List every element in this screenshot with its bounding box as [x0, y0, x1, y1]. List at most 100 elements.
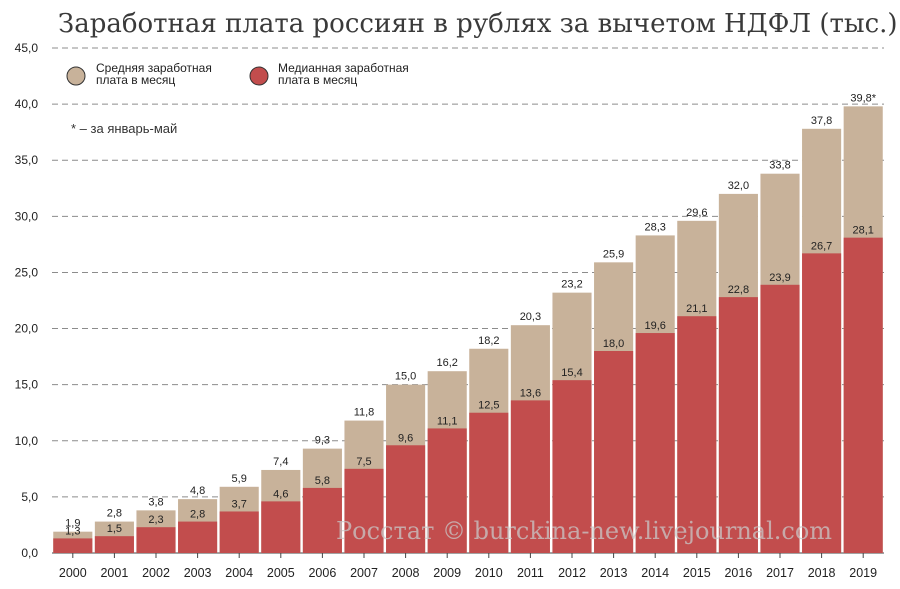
- y-tick-label: 5,0: [21, 490, 38, 504]
- x-tick-label: 2013: [600, 566, 628, 580]
- data-label-average: 20,3: [520, 311, 541, 323]
- y-tick-label: 25,0: [15, 265, 39, 279]
- data-label-median: 21,1: [686, 303, 707, 315]
- data-label-average: 23,2: [561, 279, 582, 291]
- x-tick-label: 2005: [267, 566, 295, 580]
- x-axis: 2000 2001 2002 2003 2004 2005 2006 2007 2008 2009…: [59, 553, 877, 580]
- x-tick-label: 2015: [683, 566, 711, 580]
- data-label-average: 2,8: [107, 508, 122, 520]
- x-tick-label: 2014: [641, 566, 669, 580]
- bar-median: [261, 501, 301, 553]
- bar-median: [594, 351, 634, 553]
- data-label-median: 19,6: [644, 320, 665, 332]
- legend-label: Медианная заработная: [278, 61, 409, 75]
- data-label-median: 28,1: [852, 225, 873, 237]
- bar-median: [510, 400, 550, 553]
- data-label-median: 1,5: [107, 523, 122, 535]
- bars: [53, 106, 883, 554]
- data-label-average: 28,3: [644, 221, 665, 233]
- bar-median: [344, 468, 384, 553]
- bar-median: [178, 521, 218, 553]
- x-tick-label: 2003: [184, 566, 212, 580]
- bar-median: [843, 237, 883, 553]
- data-label-median: 7,5: [356, 456, 371, 468]
- data-label-median: 9,6: [398, 432, 413, 444]
- y-tick-label: 35,0: [15, 153, 39, 167]
- y-tick-label: 45,0: [15, 41, 39, 55]
- x-tick-label: 2004: [225, 566, 253, 580]
- watermark: Росстат © burckina-new.livejournal.com: [336, 517, 832, 545]
- bar-median: [219, 511, 259, 553]
- data-label-average: 32,0: [728, 180, 749, 192]
- x-tick-label: 2012: [558, 566, 586, 580]
- data-label-median: 11,1: [437, 415, 458, 427]
- data-label-median: 5,8: [315, 475, 330, 487]
- bar-median: [552, 380, 592, 553]
- y-tick-label: 10,0: [15, 434, 39, 448]
- data-label-average: 16,2: [436, 357, 457, 369]
- legend-label: плата в месяц: [278, 73, 357, 87]
- bar-median: [427, 428, 467, 553]
- bar-median: [802, 253, 842, 553]
- y-tick-label: 40,0: [15, 97, 39, 111]
- data-label-average: 5,9: [232, 473, 247, 485]
- data-label-median: 2,3: [148, 514, 163, 526]
- x-tick-label: 2017: [766, 566, 794, 580]
- x-tick-label: 2002: [142, 566, 170, 580]
- x-tick-label: 2011: [517, 566, 544, 580]
- bar-median: [760, 284, 800, 553]
- data-label-average: 33,8: [769, 160, 790, 172]
- data-label-median: 15,4: [561, 367, 582, 379]
- x-tick-label: 2006: [308, 566, 336, 580]
- data-label-median: 3,7: [232, 498, 247, 510]
- data-label-average: 37,8: [811, 115, 832, 127]
- bar-median: [718, 297, 758, 553]
- data-label-average: 3,8: [148, 496, 163, 508]
- data-label-median: 13,6: [520, 387, 541, 399]
- data-label-average: 11,8: [354, 407, 375, 419]
- y-tick-label: 20,0: [15, 322, 39, 336]
- data-label-average: 9,3: [315, 435, 330, 447]
- data-label-median: 1,3: [65, 525, 80, 537]
- bar-median: [94, 536, 134, 553]
- data-label-average: 25,9: [603, 248, 624, 260]
- bar-median: [635, 333, 675, 553]
- legend-label: плата в месяц: [96, 73, 175, 87]
- x-tick-label: 2010: [475, 566, 503, 580]
- data-label-median: 2,8: [190, 509, 205, 521]
- x-tick-label: 2019: [849, 566, 877, 580]
- bar-median: [469, 412, 509, 553]
- data-label-average: 1,9: [65, 518, 80, 530]
- bar-median: [677, 316, 717, 553]
- x-tick-label: 2008: [392, 566, 420, 580]
- x-tick-label: 2018: [808, 566, 836, 580]
- data-label-median: 4,6: [273, 488, 288, 500]
- data-label-median: 12,5: [478, 400, 499, 412]
- x-tick-label: 2007: [350, 566, 378, 580]
- bar-median: [53, 538, 93, 553]
- x-tick-label: 2009: [433, 566, 461, 580]
- data-label-median: 22,8: [728, 284, 749, 296]
- data-label-average: 18,2: [478, 335, 499, 347]
- data-label-average: 39,8*: [850, 92, 876, 104]
- x-tick-label: 2000: [59, 566, 87, 580]
- data-label-average: 7,4: [273, 456, 288, 468]
- data-label-median: 26,7: [811, 240, 832, 252]
- bar-median: [302, 487, 342, 553]
- x-tick-label: 2016: [724, 566, 752, 580]
- y-tick-label: 15,0: [15, 378, 39, 392]
- data-label-median: 18,0: [603, 338, 624, 350]
- legend-label: Средняя заработная: [96, 61, 212, 75]
- chart-title: Заработная плата россиян в рублях за выч…: [58, 9, 898, 39]
- chart-note: * – за январь-май: [71, 121, 177, 136]
- y-tick-label: 30,0: [15, 209, 39, 223]
- data-label-average: 4,8: [190, 485, 205, 497]
- data-label-average: 29,6: [686, 207, 707, 219]
- data-label-average: 15,0: [395, 371, 416, 383]
- bar-median: [136, 527, 176, 553]
- data-labels: 1,91,3 2,8 1,5 3,8 2,3 4,8 2,8 5,9 3,7 7,4 4,6 9,3 5…: [65, 92, 877, 537]
- x-tick-label: 2001: [100, 566, 128, 580]
- data-label-median: 23,9: [769, 272, 790, 284]
